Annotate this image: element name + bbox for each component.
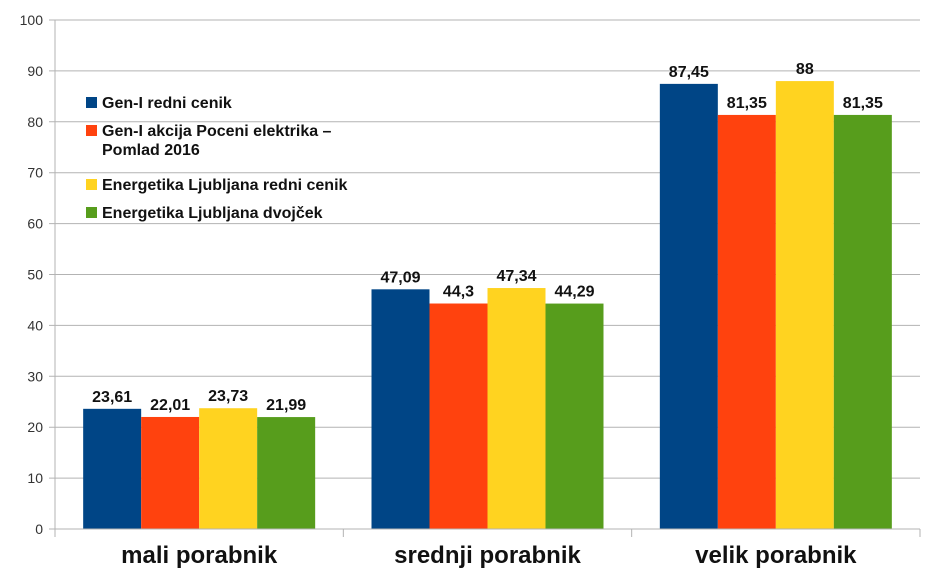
legend-label: Pomlad 2016 (102, 142, 200, 159)
legend-swatch (86, 97, 97, 108)
y-tick-label: 80 (27, 114, 43, 130)
y-tick-label: 30 (27, 368, 43, 384)
legend-swatch (86, 207, 97, 218)
y-tick-label: 90 (27, 63, 43, 79)
data-label: 47,34 (496, 268, 536, 285)
data-label: 23,61 (92, 389, 132, 406)
data-label: 88 (796, 61, 814, 78)
bar (775, 81, 834, 529)
y-tick-label: 60 (27, 216, 43, 232)
data-label: 23,73 (208, 388, 248, 405)
bar (199, 408, 258, 529)
bar (257, 417, 316, 529)
x-category-label: mali porabnik (121, 542, 278, 569)
data-label: 81,35 (727, 95, 767, 112)
legend-label: Gen-I akcija Poceni elektrika – (102, 123, 332, 140)
legend-label: Energetika Ljubljana dvojček (102, 205, 323, 222)
data-labels: 23,61 22,01 23,73 21,99 47,09 44,3 47,34 44,29 8… (92, 61, 883, 414)
bar (487, 288, 546, 529)
legend-swatch (86, 179, 97, 190)
data-label: 44,3 (443, 284, 474, 301)
bar (429, 303, 488, 529)
bar (141, 416, 200, 529)
x-category-label: velik porabnik (695, 542, 857, 569)
data-label: 81,35 (843, 95, 883, 112)
legend: Gen-I redni cenik Gen-I akcija Poceni ele… (86, 95, 348, 222)
y-tick-label: 20 (27, 419, 43, 435)
bar (659, 83, 718, 529)
legend-label: Gen-I redni cenik (102, 95, 232, 112)
data-label: 22,01 (150, 397, 190, 414)
data-label: 44,29 (554, 284, 594, 301)
data-label: 87,45 (669, 64, 709, 81)
y-tick-label: 70 (27, 165, 43, 181)
y-tick-label: 100 (20, 12, 44, 28)
bar (717, 114, 776, 529)
data-label: 47,09 (380, 269, 420, 286)
axes: 0 10 20 30 40 50 60 70 80 90 100 mali porabnik sredn… (20, 12, 921, 569)
legend-swatch (86, 125, 97, 136)
y-tick-label: 50 (27, 267, 43, 283)
y-tick-label: 10 (27, 470, 43, 486)
bar (83, 408, 142, 529)
bar (833, 114, 892, 529)
x-category-label: srednji porabnik (394, 542, 581, 569)
legend-label: Energetika Ljubljana redni cenik (102, 177, 348, 194)
bar (545, 303, 604, 529)
bar (371, 289, 430, 529)
data-label: 21,99 (266, 397, 306, 414)
bars (83, 81, 892, 529)
y-tick-label: 40 (27, 317, 43, 333)
y-tick-label: 0 (35, 521, 43, 537)
